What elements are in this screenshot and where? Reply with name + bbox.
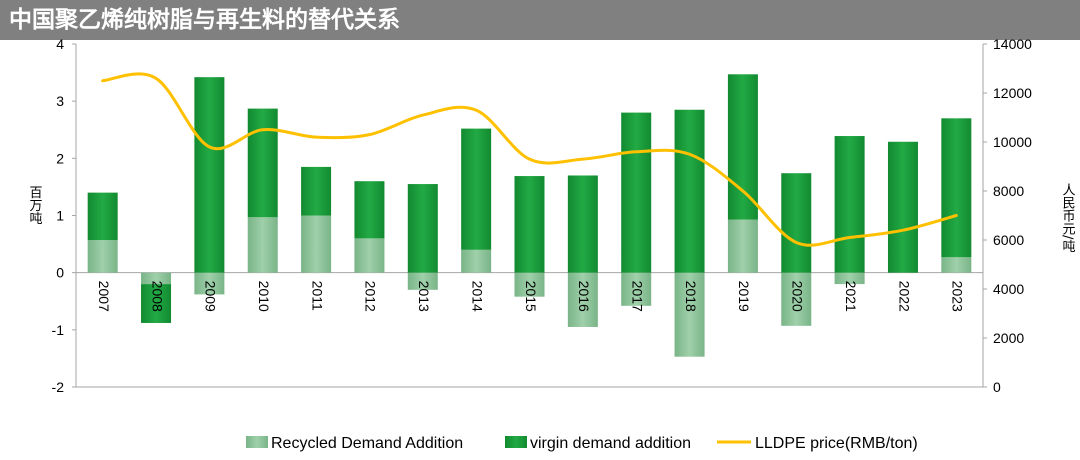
chart-title: 中国聚乙烯纯树脂与再生料的替代关系: [9, 7, 400, 33]
bar-recycled: [194, 272, 225, 295]
bar-virgin: [567, 175, 598, 273]
y-left-axis-title: 百万吨: [27, 186, 43, 225]
y-right-tick-label: 2000: [993, 330, 1024, 346]
bar-virgin: [834, 136, 865, 273]
y-left-tick-label: 4: [56, 36, 64, 52]
bar-recycled: [834, 272, 865, 285]
x-tick-label: 2011: [309, 281, 325, 311]
bar-recycled: [567, 272, 598, 327]
bar-recycled: [141, 272, 172, 285]
bar-recycled: [247, 217, 278, 273]
y-left-tick-label: -1: [52, 322, 65, 338]
x-tick-label: 2009: [203, 281, 219, 312]
x-tick-label: 2023: [950, 281, 966, 312]
x-tick-label: 2008: [149, 281, 165, 312]
y-left-tick-label: 0: [56, 265, 64, 281]
x-tick-label: 2012: [363, 281, 379, 312]
bar-virgin: [461, 128, 492, 250]
y-left-tick-label: 1: [56, 208, 64, 224]
x-tick-label: 2014: [469, 281, 485, 312]
bar-recycled: [674, 272, 705, 357]
title-bar: 中国聚乙烯纯树脂与再生料的替代关系: [0, 0, 1080, 40]
y-right-tick-label: 10000: [993, 134, 1032, 150]
bar-recycled: [301, 215, 332, 273]
x-tick-label: 2015: [523, 281, 539, 312]
bar-recycled: [87, 240, 118, 273]
legend-virgin-swatch: [505, 436, 527, 448]
y-right-axis-title: 人民币元/吨: [1060, 183, 1076, 253]
x-tick-label: 2007: [96, 281, 112, 312]
bar-virgin: [941, 118, 972, 258]
y-left-tick-label: -2: [52, 379, 65, 395]
bar-recycled: [514, 272, 545, 297]
x-tick-label: 2016: [576, 281, 592, 312]
x-tick-label: 2017: [630, 281, 646, 312]
x-tick-labels: 2007 2008 2009 2010 2011 2012 2013 2014 2015 2016…: [96, 281, 966, 312]
bar-virgin: [674, 109, 705, 273]
bar-recycled: [727, 219, 758, 273]
y-right-tick-label: 14000: [993, 36, 1032, 52]
price-line: [101, 72, 958, 247]
y-left-tick-label: 2: [56, 150, 64, 166]
bar-virgin: [247, 108, 278, 218]
bar-recycled: [461, 249, 492, 273]
bar-virgin: [141, 284, 172, 323]
bar-recycled: [781, 272, 812, 326]
bar-virgin: [887, 141, 918, 273]
axes: -2 -1 0 1 2 3 4 0 2000 4000 6000 8000 10000 12000 1400…: [27, 36, 1076, 395]
legend-lldpe-price-label: LLDPE price(RMB/ton): [755, 435, 918, 452]
bar-virgin: [87, 192, 118, 241]
x-tick-label: 2020: [790, 281, 806, 312]
y-right-tick-label: 4000: [993, 281, 1024, 297]
bar-virgin: [301, 166, 332, 216]
bar-recycled: [354, 238, 385, 273]
x-tick-label: 2010: [256, 281, 272, 312]
y-left-tick-label: 3: [56, 93, 64, 109]
x-tick-label: 2013: [416, 281, 432, 312]
x-tick-label: 2022: [896, 281, 912, 312]
legend: Recycled Demand Addition virgin demand ad…: [246, 435, 918, 452]
y-right-tick-label: 12000: [993, 85, 1032, 101]
bar-virgin: [354, 181, 385, 239]
legend-virgin-label: virgin demand addition: [530, 435, 691, 452]
bars: [87, 74, 972, 357]
bar-virgin: [727, 74, 758, 220]
bar-virgin: [514, 176, 545, 273]
bar-virgin: [407, 184, 438, 273]
bar-recycled: [941, 257, 972, 273]
x-tick-label: 2021: [843, 281, 859, 312]
x-tick-label: 2018: [683, 281, 699, 312]
y-right-tick-label: 8000: [993, 183, 1024, 199]
bar-virgin: [194, 77, 225, 273]
x-tick-label: 2019: [736, 281, 752, 312]
line-lldpe-price: [101, 72, 958, 247]
y-right-tick-label: 0: [993, 379, 1001, 395]
bar-virgin: [781, 173, 812, 273]
bar-virgin: [621, 112, 652, 273]
legend-recycled-label: Recycled Demand Addition: [271, 435, 463, 452]
bar-recycled: [407, 272, 438, 290]
legend-recycled-swatch: [246, 436, 268, 448]
y-right-tick-label: 6000: [993, 232, 1024, 248]
bar-recycled: [621, 272, 652, 306]
